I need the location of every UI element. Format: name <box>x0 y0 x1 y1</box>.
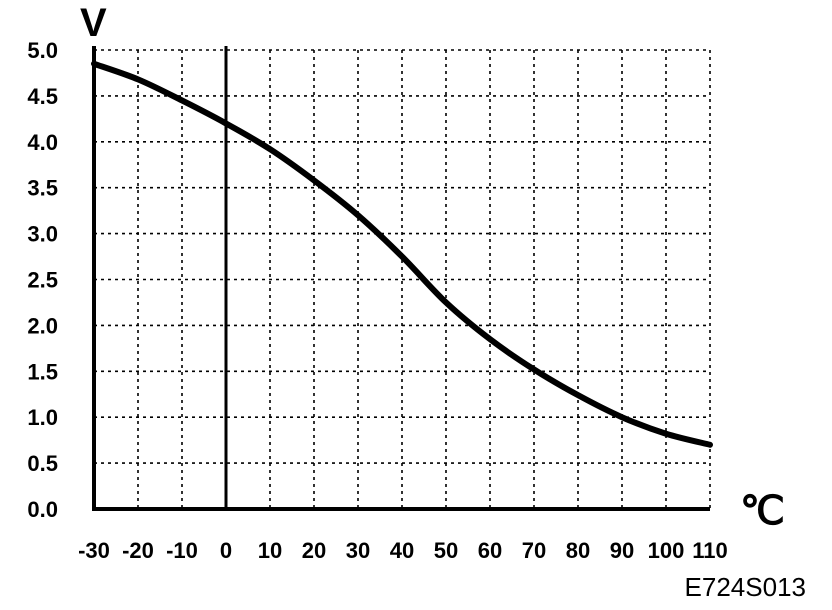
y-tick-labels: 0.0 0.5 1.0 1.5 2.0 2.5 3.0 3.5 4.0 4.5 5.0 <box>27 38 58 522</box>
x-tick-label: -20 <box>122 538 154 563</box>
y-tick-label: 4.0 <box>27 130 58 155</box>
figure-code: E724S013 <box>685 572 806 602</box>
x-tick-label: 0 <box>220 538 232 563</box>
y-tick-label: 2.0 <box>27 313 58 338</box>
x-tick-label: 80 <box>566 538 590 563</box>
x-tick-label: 90 <box>610 538 634 563</box>
x-tick-label: 60 <box>478 538 502 563</box>
x-tick-label: 110 <box>692 538 728 563</box>
y-tick-label: 4.5 <box>27 84 58 109</box>
x-tick-label: 70 <box>522 538 546 563</box>
y-tick-label: 0.5 <box>27 451 58 476</box>
y-tick-label: 3.0 <box>27 222 58 247</box>
x-tick-label: 50 <box>434 538 458 563</box>
x-tick-label: 10 <box>258 538 282 563</box>
series-group <box>91 60 713 448</box>
y-tick-label: 3.5 <box>27 176 58 201</box>
axes <box>92 46 710 511</box>
x-tick-label: 40 <box>390 538 414 563</box>
y-axis-title: V <box>80 1 107 45</box>
y-tick-label: 2.5 <box>27 268 58 293</box>
x-tick-labels: -30 -20 -10 0 10 20 30 40 50 60 70 80 90 100 110 <box>78 538 728 563</box>
x-tick-label: -30 <box>78 538 110 563</box>
series-line <box>91 60 713 448</box>
x-tick-label: -10 <box>166 538 198 563</box>
x-tick-label: 100 <box>648 538 685 563</box>
x-tick-label: 20 <box>302 538 326 563</box>
y-tick-label: 5.0 <box>27 38 58 63</box>
x-tick-label: 30 <box>346 538 370 563</box>
x-axis-title: ℃ <box>740 489 785 533</box>
grid <box>94 49 711 509</box>
y-tick-label: 1.0 <box>27 405 58 430</box>
y-tick-label: 1.5 <box>27 359 58 384</box>
y-tick-label: 0.0 <box>27 497 58 522</box>
